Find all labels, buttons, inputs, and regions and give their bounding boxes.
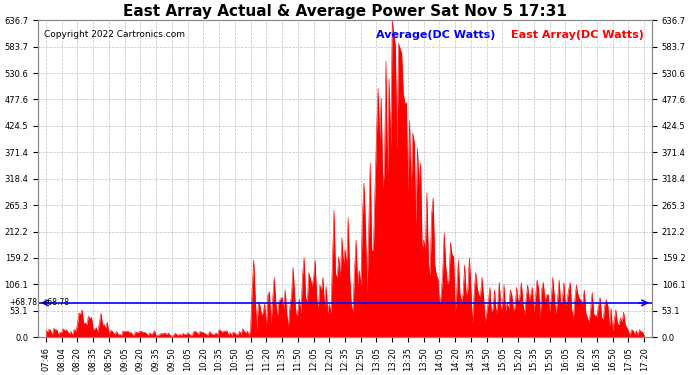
Text: +68.78: +68.78 xyxy=(41,298,69,307)
Text: East Array(DC Watts): East Array(DC Watts) xyxy=(511,30,644,40)
Text: Copyright 2022 Cartronics.com: Copyright 2022 Cartronics.com xyxy=(44,30,185,39)
Text: Average(DC Watts): Average(DC Watts) xyxy=(375,30,495,40)
Title: East Array Actual & Average Power Sat Nov 5 17:31: East Array Actual & Average Power Sat No… xyxy=(123,4,567,19)
Text: +68.78: +68.78 xyxy=(10,298,38,307)
